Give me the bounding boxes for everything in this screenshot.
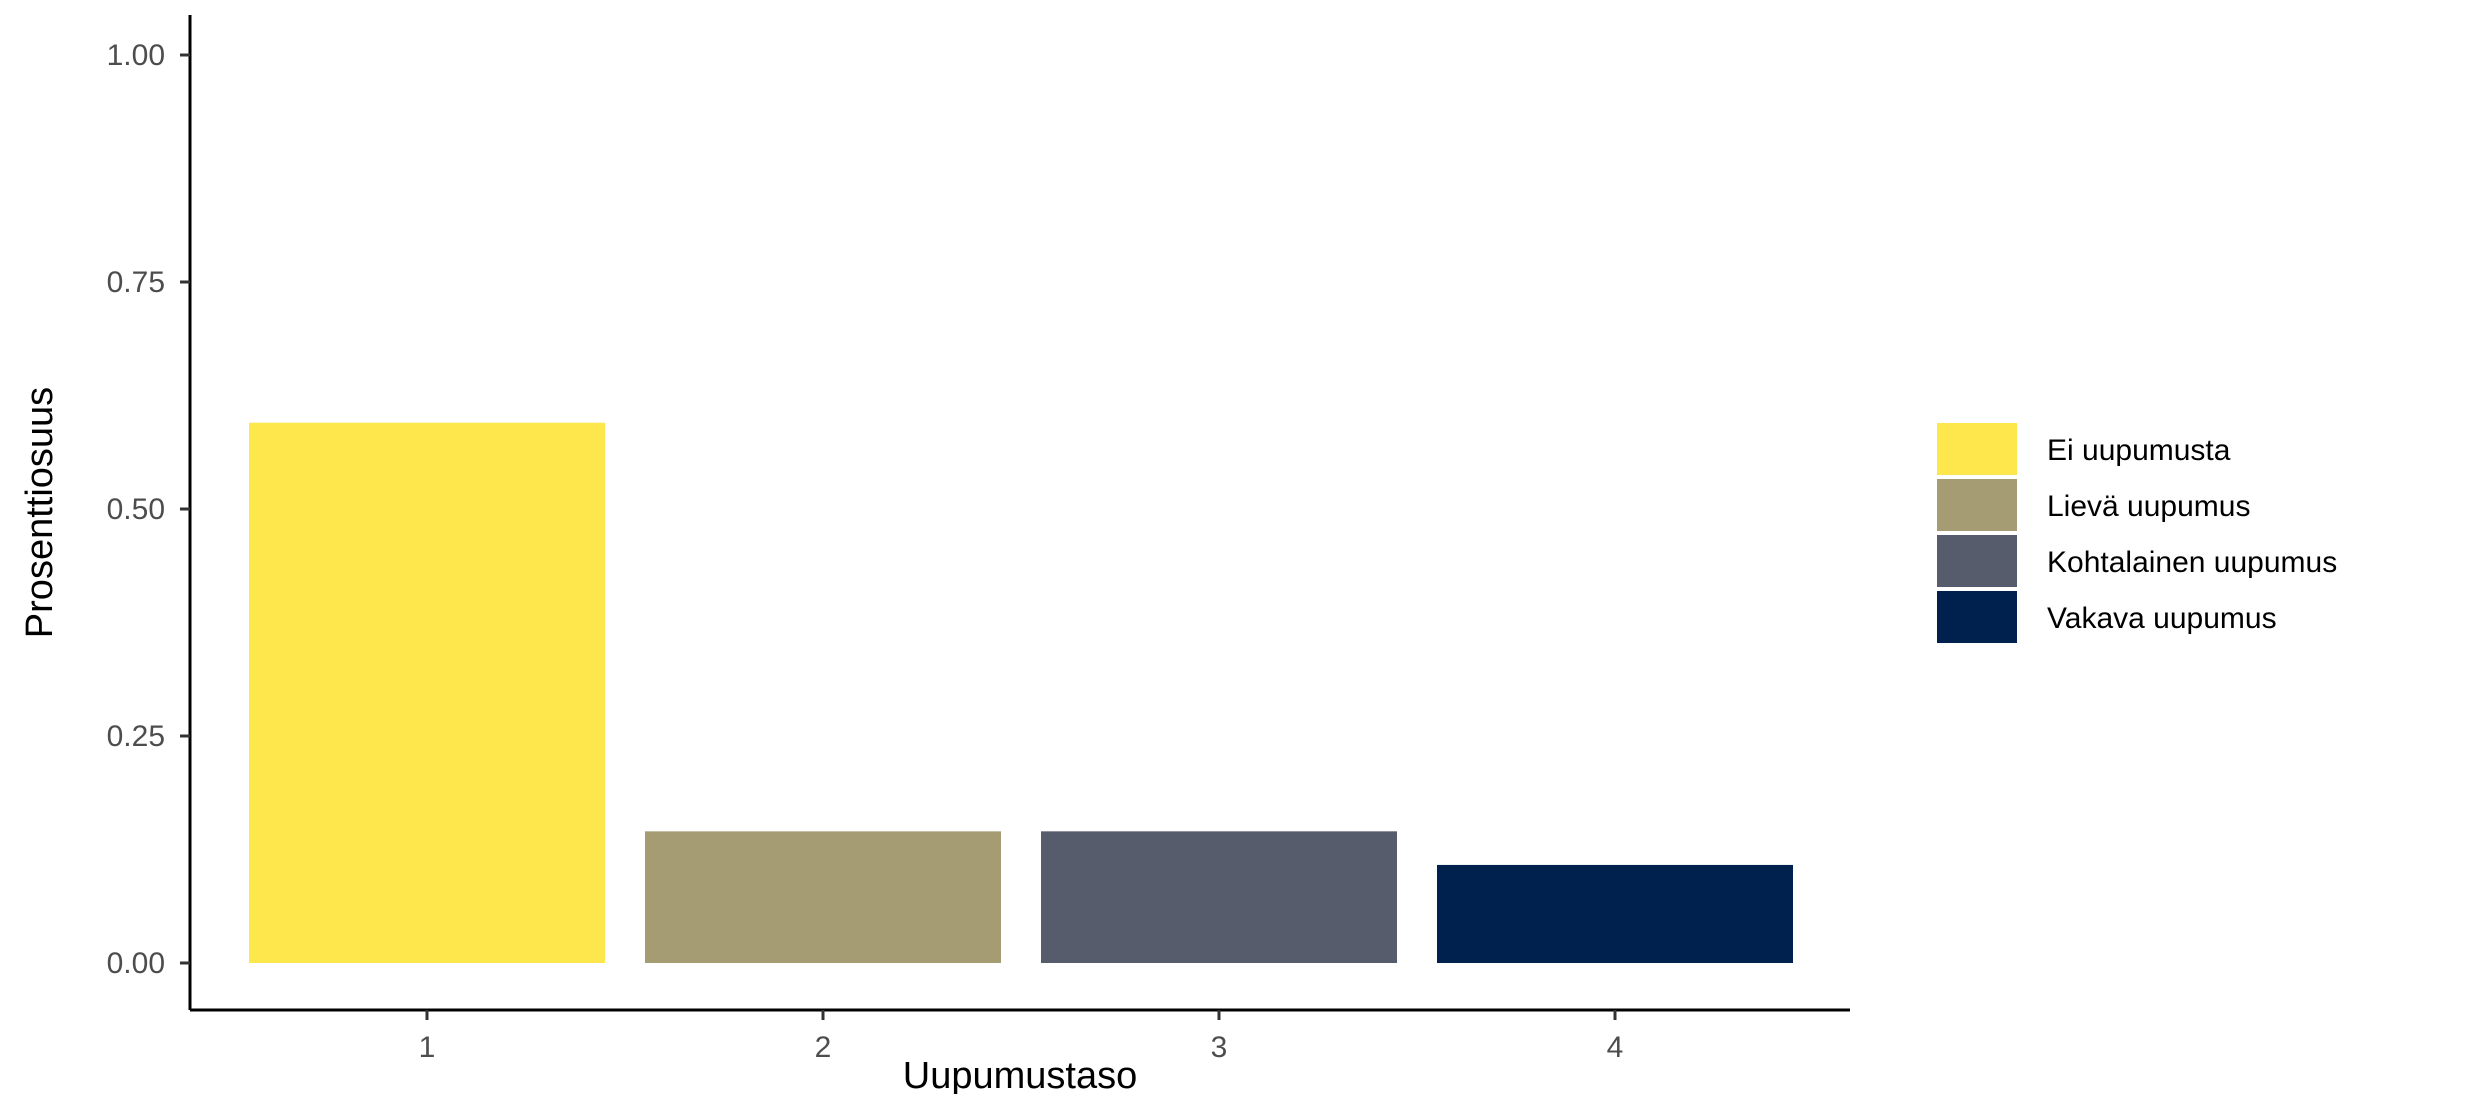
- y-tick-label: 0.50: [107, 493, 165, 526]
- y-tick-label: 1.00: [107, 39, 165, 72]
- legend-key: [1937, 479, 2017, 531]
- legend-label: Lievä uupumus: [2047, 490, 2250, 523]
- y-tick-label: 0.00: [107, 947, 165, 980]
- bars-group: [249, 422, 1793, 963]
- x-tick-label: 1: [419, 1031, 436, 1064]
- x-axis-title: Uupumustaso: [903, 1055, 1137, 1094]
- y-axis-ticks: 0.00 0.25 0.50 0.75 1.00: [107, 39, 190, 980]
- legend-label: Ei uupumusta: [2047, 434, 2231, 467]
- legend-key: [1937, 591, 2017, 643]
- bar-1: [249, 422, 605, 963]
- y-axis-title: Prosenttiosuus: [19, 387, 61, 638]
- bar-4: [1437, 864, 1793, 963]
- legend-label: Vakava uupumus: [2047, 602, 2277, 635]
- legend-key: [1937, 535, 2017, 587]
- y-tick-label: 0.25: [107, 720, 165, 753]
- x-axis-ticks: 1 2 3 4: [419, 1010, 1624, 1064]
- legend-label: Kohtalainen uupumus: [2047, 546, 2337, 579]
- y-tick-label: 0.75: [107, 266, 165, 299]
- x-tick-label: 2: [815, 1031, 832, 1064]
- x-tick-label: 4: [1607, 1031, 1624, 1064]
- bar-2: [645, 831, 1001, 963]
- legend-key: [1937, 423, 2017, 475]
- legend: Ei uupumusta Lievä uupumus Kohtalainen uup…: [1937, 423, 2337, 643]
- bar-3: [1041, 831, 1397, 963]
- x-tick-label: 3: [1211, 1031, 1228, 1064]
